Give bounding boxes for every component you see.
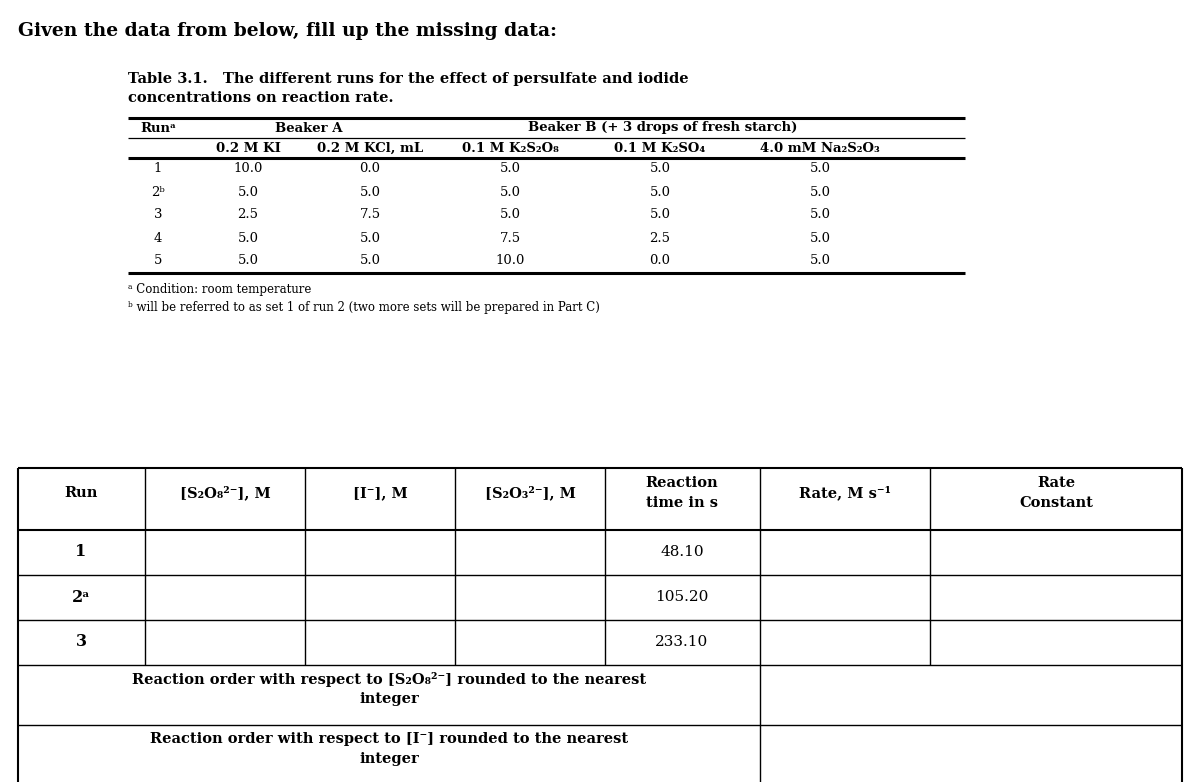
Text: 0.2 M KI: 0.2 M KI bbox=[216, 142, 281, 155]
Text: Runᵃ: Runᵃ bbox=[140, 121, 176, 135]
Text: 5.0: 5.0 bbox=[238, 254, 258, 267]
Text: ᵇ will be referred to as set 1 of run 2 (two more sets will be prepared in Part : ᵇ will be referred to as set 1 of run 2 … bbox=[128, 301, 600, 314]
Text: 5.0: 5.0 bbox=[499, 163, 521, 175]
Text: 4: 4 bbox=[154, 231, 162, 245]
Text: 1: 1 bbox=[76, 543, 86, 561]
Text: 5: 5 bbox=[154, 254, 162, 267]
Text: 4.0 mM Na₂S₂O₃: 4.0 mM Na₂S₂O₃ bbox=[760, 142, 880, 155]
Text: 2ᵃ: 2ᵃ bbox=[72, 589, 90, 605]
Text: Rate, M s⁻¹: Rate, M s⁻¹ bbox=[799, 486, 890, 500]
Text: [S₂O₈²⁻], M: [S₂O₈²⁻], M bbox=[180, 486, 270, 500]
Text: ᵃ Condition: room temperature: ᵃ Condition: room temperature bbox=[128, 283, 311, 296]
Text: 5.0: 5.0 bbox=[499, 185, 521, 199]
Text: 2.5: 2.5 bbox=[238, 209, 258, 221]
Text: 3: 3 bbox=[76, 633, 86, 651]
Text: 233.10: 233.10 bbox=[655, 635, 709, 649]
Text: 5.0: 5.0 bbox=[810, 209, 830, 221]
Text: 0.1 M K₂SO₄: 0.1 M K₂SO₄ bbox=[614, 142, 706, 155]
Text: 0.0: 0.0 bbox=[360, 163, 380, 175]
Text: 3: 3 bbox=[154, 209, 162, 221]
Text: 5.0: 5.0 bbox=[649, 209, 671, 221]
Text: 105.20: 105.20 bbox=[655, 590, 709, 604]
Text: 5.0: 5.0 bbox=[360, 231, 380, 245]
Text: 10.0: 10.0 bbox=[233, 163, 263, 175]
Text: Reaction order with respect to [I⁻] rounded to the nearest
integer: Reaction order with respect to [I⁻] roun… bbox=[150, 732, 628, 766]
Text: 7.5: 7.5 bbox=[360, 209, 380, 221]
Text: Reaction
time in s: Reaction time in s bbox=[646, 476, 719, 510]
Text: 5.0: 5.0 bbox=[238, 231, 258, 245]
Text: 5.0: 5.0 bbox=[360, 185, 380, 199]
Text: 5.0: 5.0 bbox=[238, 185, 258, 199]
Text: 10.0: 10.0 bbox=[496, 254, 524, 267]
Text: [S₂O₃²⁻], M: [S₂O₃²⁻], M bbox=[485, 486, 576, 500]
Text: 5.0: 5.0 bbox=[810, 254, 830, 267]
Text: Table 3.1.   The different runs for the effect of persulfate and iodide
concentr: Table 3.1. The different runs for the ef… bbox=[128, 72, 689, 106]
Text: Beaker B (+ 3 drops of fresh starch): Beaker B (+ 3 drops of fresh starch) bbox=[528, 121, 798, 135]
Text: 0.0: 0.0 bbox=[649, 254, 671, 267]
Text: 5.0: 5.0 bbox=[499, 209, 521, 221]
Text: 0.1 M K₂S₂O₈: 0.1 M K₂S₂O₈ bbox=[462, 142, 558, 155]
Text: Given the data from below, fill up the missing data:: Given the data from below, fill up the m… bbox=[18, 22, 557, 40]
Text: 5.0: 5.0 bbox=[649, 163, 671, 175]
Text: Beaker A: Beaker A bbox=[275, 121, 343, 135]
Text: 5.0: 5.0 bbox=[649, 185, 671, 199]
Text: [I⁻], M: [I⁻], M bbox=[353, 486, 407, 500]
Text: 5.0: 5.0 bbox=[360, 254, 380, 267]
Text: 7.5: 7.5 bbox=[499, 231, 521, 245]
Text: 2ᵇ: 2ᵇ bbox=[151, 185, 164, 199]
Text: Reaction order with respect to [S₂O₈²⁻] rounded to the nearest
integer: Reaction order with respect to [S₂O₈²⁻] … bbox=[132, 672, 646, 706]
Text: Rate
Constant: Rate Constant bbox=[1019, 476, 1093, 510]
Text: 2.5: 2.5 bbox=[649, 231, 671, 245]
Text: 48.10: 48.10 bbox=[660, 545, 704, 559]
Text: 5.0: 5.0 bbox=[810, 185, 830, 199]
Text: 1: 1 bbox=[154, 163, 162, 175]
Text: 0.2 M KCl, mL: 0.2 M KCl, mL bbox=[317, 142, 424, 155]
Text: 5.0: 5.0 bbox=[810, 231, 830, 245]
Text: 5.0: 5.0 bbox=[810, 163, 830, 175]
Text: Run: Run bbox=[65, 486, 97, 500]
